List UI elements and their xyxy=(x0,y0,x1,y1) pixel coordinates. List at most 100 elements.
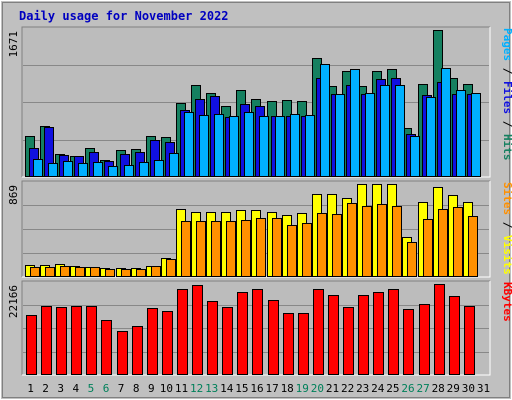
x-tick-label: 31 xyxy=(477,382,490,395)
bar-pages xyxy=(365,93,375,177)
y-max-label-bottom: 22166 xyxy=(7,285,20,318)
bar-pages xyxy=(395,85,405,177)
x-tick-label: 25 xyxy=(386,382,399,395)
bar-sites xyxy=(272,218,282,277)
bar-kbytes xyxy=(403,309,414,375)
x-tick-label: 23 xyxy=(356,382,369,395)
bar-sites xyxy=(468,216,478,277)
bar-sites xyxy=(226,221,236,277)
bar-pages xyxy=(259,116,269,177)
legend-middle: Sites / Visits xyxy=(501,182,512,275)
bar-pages xyxy=(229,116,239,177)
x-tick-label: 8 xyxy=(133,382,140,395)
bar-sites xyxy=(317,213,327,277)
legend-item: / xyxy=(501,215,512,235)
bar-kbytes xyxy=(388,289,399,375)
x-tick-label: 14 xyxy=(220,382,234,395)
bar-sites xyxy=(362,206,372,277)
bar-sites xyxy=(287,225,297,277)
bar-sites xyxy=(438,209,448,277)
x-tick-label: 1 xyxy=(27,382,34,395)
bar-sites xyxy=(60,266,70,277)
bar-kbytes xyxy=(147,308,158,375)
bar-kbytes xyxy=(162,311,173,375)
y-max-label-middle: 869 xyxy=(7,185,20,205)
bar-pages xyxy=(471,93,481,177)
bar-pages xyxy=(320,64,330,177)
legend-top: Pages / Files / Hits xyxy=(501,28,512,161)
bar-pages xyxy=(244,112,254,177)
bar-kbytes xyxy=(56,307,67,375)
bar-kbytes xyxy=(313,289,324,375)
bar-pages xyxy=(380,85,390,177)
legend-bottom: KBytes xyxy=(501,282,512,322)
x-tick-label: 24 xyxy=(371,382,385,395)
bar-sites xyxy=(196,221,206,277)
bar-kbytes xyxy=(328,295,339,375)
panel-top: 1671 Pages / Files / Hits xyxy=(7,26,512,178)
bar-pages xyxy=(335,94,345,177)
x-tick-label: 2 xyxy=(42,382,49,395)
bar-kbytes xyxy=(117,331,128,375)
bar-pages xyxy=(93,162,103,177)
bar-sites xyxy=(256,218,266,277)
bar-kbytes xyxy=(358,295,369,375)
bar-sites xyxy=(423,219,433,277)
bar-pages xyxy=(199,115,209,177)
bar-pages xyxy=(290,114,300,177)
x-tick-label: 6 xyxy=(103,382,110,395)
bar-kbytes xyxy=(419,304,430,375)
bar-sites xyxy=(166,259,176,277)
bar-pages xyxy=(275,116,285,177)
bar-sites xyxy=(75,267,85,277)
bar-pages xyxy=(441,68,451,177)
x-tick-label: 20 xyxy=(311,382,324,395)
bar-kbytes xyxy=(283,313,294,375)
bar-pages xyxy=(33,159,43,177)
bar-pages xyxy=(426,97,436,177)
bar-kbytes xyxy=(434,284,445,375)
bar-sites xyxy=(121,269,131,277)
x-tick-label: 17 xyxy=(265,382,278,395)
bar-kbytes xyxy=(252,289,263,375)
bar-pages xyxy=(169,153,179,177)
legend-item: KBytes xyxy=(501,282,512,322)
x-tick-label: 28 xyxy=(432,382,445,395)
bar-kbytes xyxy=(237,292,248,375)
legend-item: Files xyxy=(501,81,512,114)
bar-kbytes xyxy=(343,307,354,375)
plot-bevel-dark xyxy=(21,26,490,177)
x-tick-label: 4 xyxy=(72,382,79,395)
x-tick-label: 16 xyxy=(250,382,263,395)
panel-middle: 869 Sites / Visits xyxy=(7,180,512,278)
legend-item: / xyxy=(501,61,512,81)
x-tick-label: 29 xyxy=(447,382,460,395)
bar-sites xyxy=(347,203,357,277)
legend-item: / xyxy=(501,114,512,134)
x-tick-label: 30 xyxy=(462,382,475,395)
bar-kbytes xyxy=(268,300,279,375)
bar-pages xyxy=(48,163,58,177)
x-tick-label: 26 xyxy=(401,382,414,395)
bar-kbytes xyxy=(41,306,52,375)
bar-sites xyxy=(181,221,191,277)
x-tick-label: 13 xyxy=(205,382,218,395)
bar-kbytes xyxy=(449,296,460,375)
x-tick-label: 22 xyxy=(341,382,354,395)
legend-item: Visits xyxy=(501,235,512,275)
bar-sites xyxy=(211,221,221,277)
bar-sites xyxy=(302,223,312,277)
x-tick-label: 27 xyxy=(416,382,429,395)
bar-sites xyxy=(392,206,402,277)
bar-kbytes xyxy=(101,320,112,375)
bar-sites xyxy=(136,269,146,277)
y-max-label-top: 1671 xyxy=(7,31,20,58)
bar-sites xyxy=(332,214,342,277)
x-tick-label: 15 xyxy=(235,382,248,395)
bar-pages xyxy=(139,162,149,177)
bar-pages xyxy=(305,115,315,177)
bar-kbytes xyxy=(464,306,475,375)
bar-sites xyxy=(105,269,115,277)
